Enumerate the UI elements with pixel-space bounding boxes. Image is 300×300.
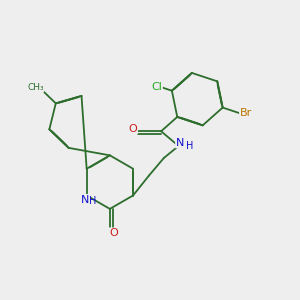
Text: H: H xyxy=(89,196,96,206)
Text: H: H xyxy=(186,141,193,151)
Text: O: O xyxy=(129,124,137,134)
Text: CH₃: CH₃ xyxy=(27,83,44,92)
Text: Cl: Cl xyxy=(152,82,162,92)
Text: Br: Br xyxy=(240,108,252,118)
Text: N: N xyxy=(176,138,184,148)
Text: O: O xyxy=(110,228,118,238)
Text: N: N xyxy=(81,194,89,205)
